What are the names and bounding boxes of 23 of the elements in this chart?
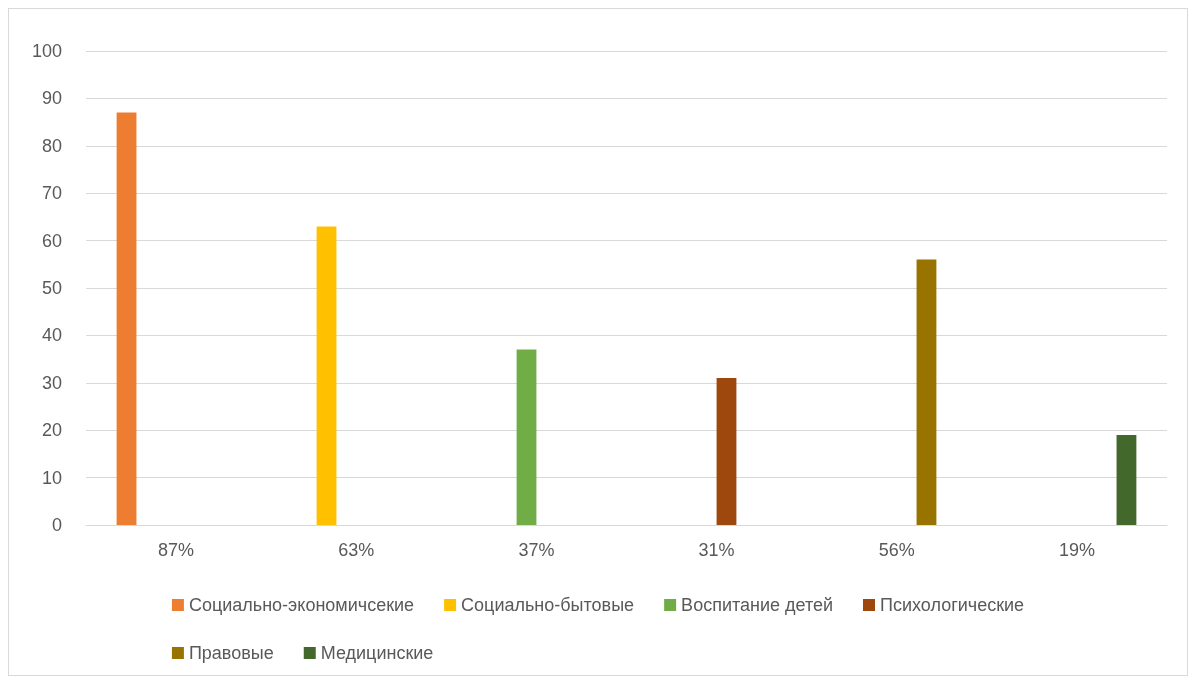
x-tick-label: 56%: [878, 540, 915, 560]
x-tick-label: 87%: [158, 540, 195, 560]
y-tick-label: 70: [41, 183, 62, 204]
y-tick-label: 100: [31, 41, 62, 61]
y-tick-label: 50: [41, 278, 62, 298]
y-tick-label: 20: [41, 420, 62, 441]
x-tick-label: 37%: [518, 540, 555, 560]
y-tick-label: 60: [41, 230, 62, 251]
legend-label: Психологические: [880, 595, 1025, 615]
y-tick-label: 10: [41, 467, 62, 488]
y-tick-label: 0: [51, 515, 62, 535]
x-tick-label: 19%: [1058, 540, 1095, 560]
x-tick-label: 63%: [338, 540, 375, 560]
legend-label: Социально-экономичсекие: [188, 595, 415, 615]
y-tick-label: 80: [41, 135, 62, 156]
y-tick-label: 30: [41, 372, 62, 393]
legend-label: Социально-бытовые: [461, 595, 635, 615]
legend-label: Медицинские: [320, 643, 434, 663]
x-tick-label: 31%: [698, 540, 735, 560]
legend-label: Воспитание детей: [681, 595, 834, 615]
legend-label: Правовые: [188, 643, 274, 663]
y-tick-label: 40: [41, 325, 62, 346]
y-tick-label: 90: [41, 88, 62, 109]
